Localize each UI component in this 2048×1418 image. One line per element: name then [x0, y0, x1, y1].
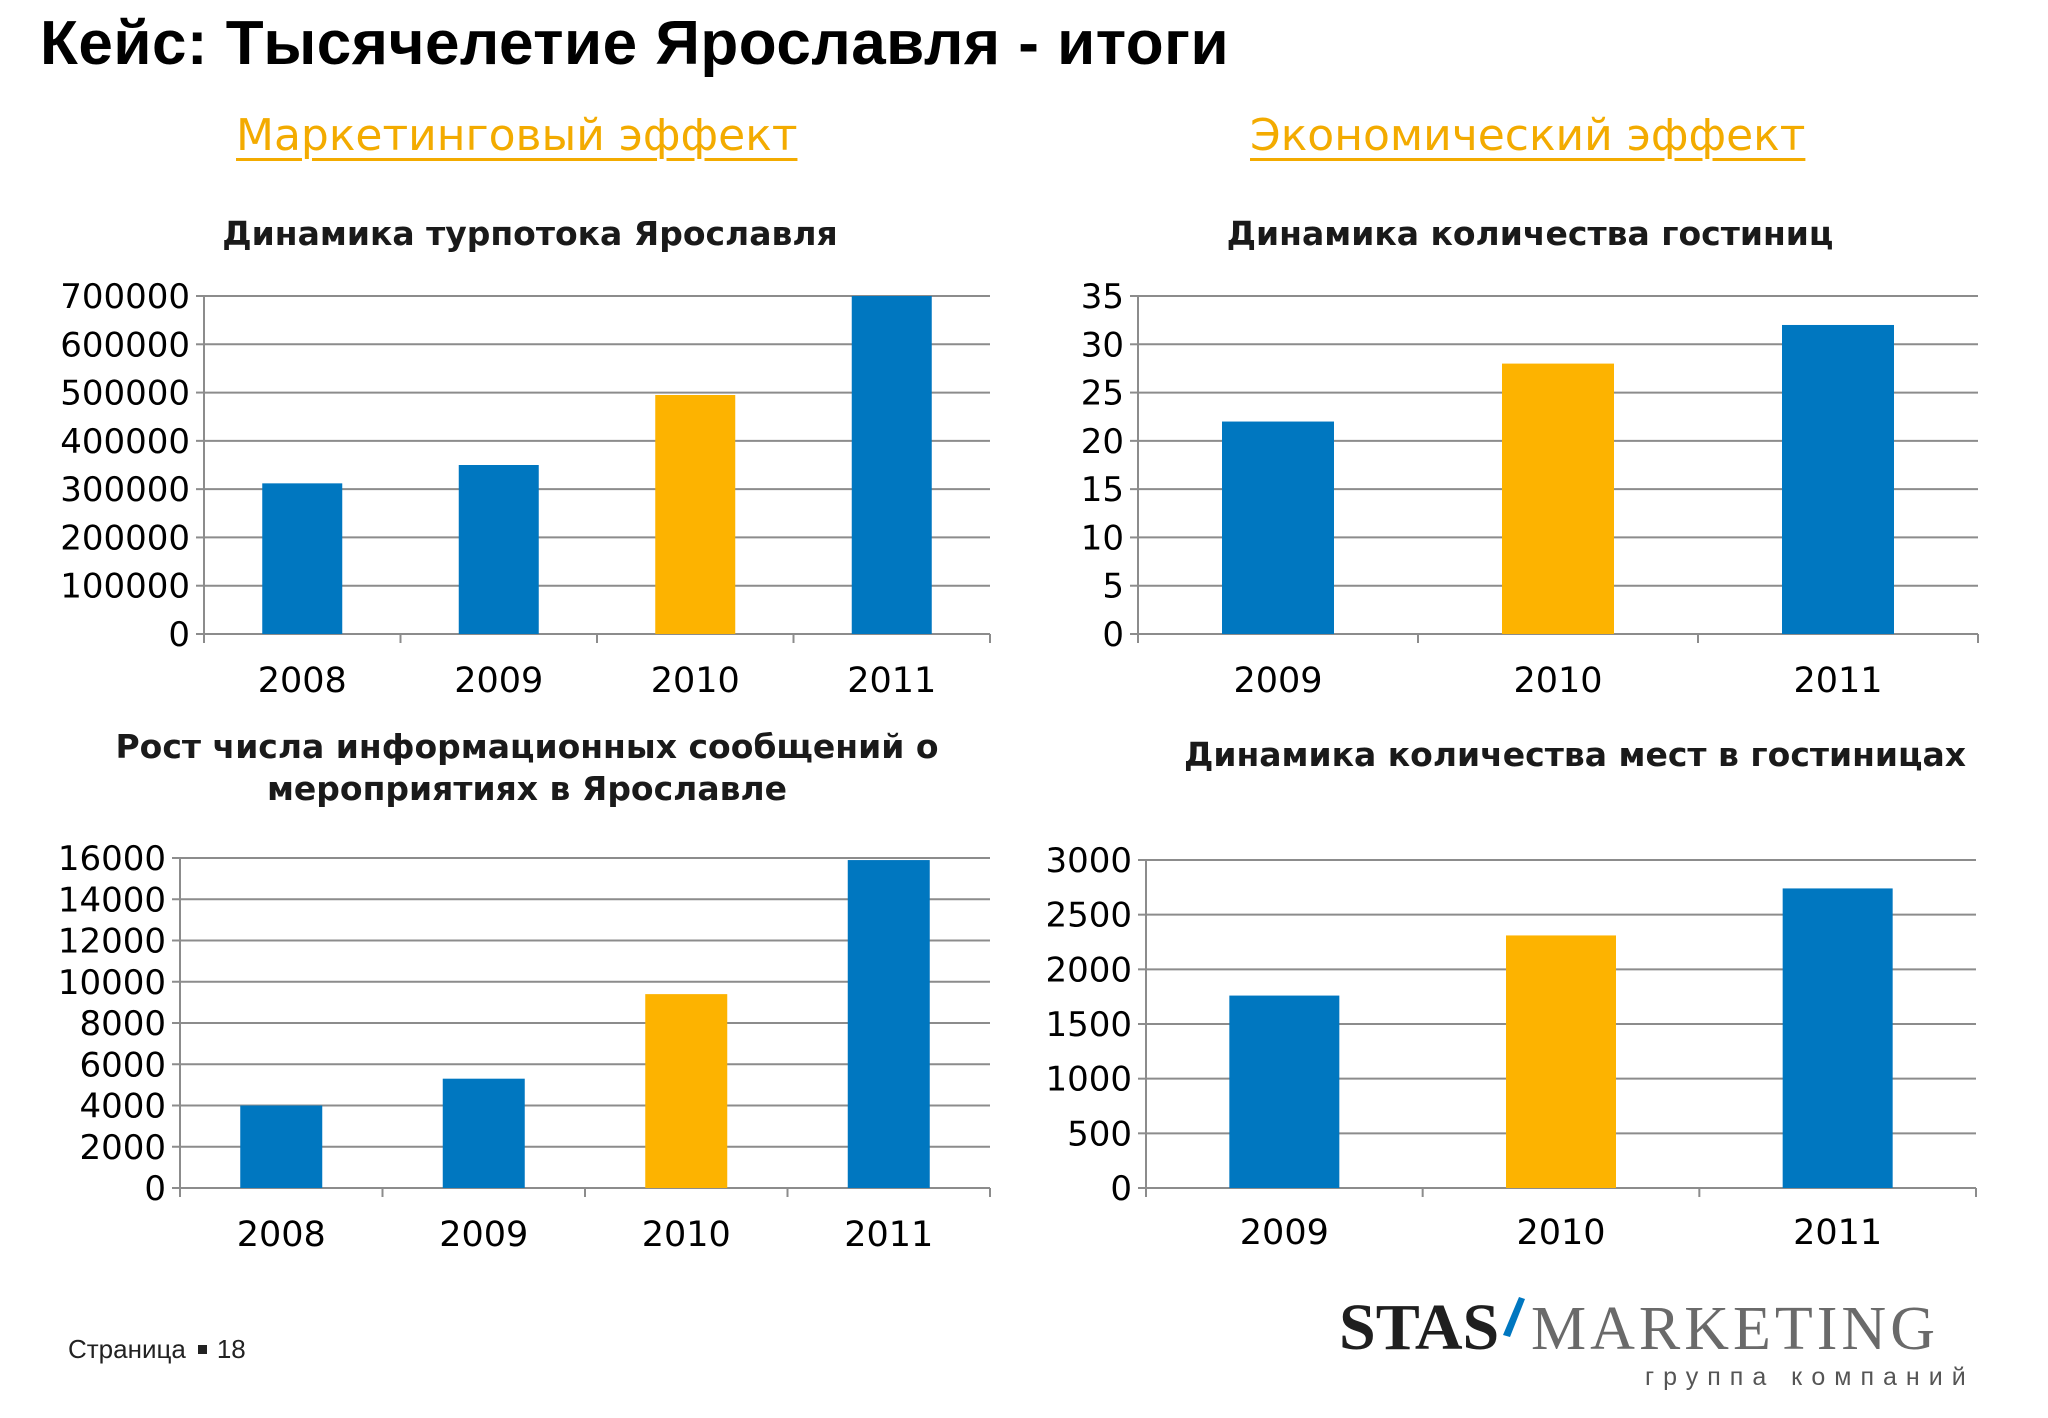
bar-2008 [262, 483, 343, 634]
footer-label: Страница [68, 1334, 186, 1364]
logo-slash-icon [1503, 1297, 1525, 1337]
y-tick-label: 35 [1081, 277, 1124, 317]
y-tick-label: 16000 [58, 839, 166, 879]
y-tick-label: 2000 [79, 1128, 166, 1168]
y-tick-label: 14000 [58, 880, 166, 920]
x-tick-label: 2011 [1793, 661, 1882, 701]
x-tick-label: 2010 [1516, 1213, 1605, 1253]
stas-marketing-logo: STAS MARKETING группа компаний [1339, 1291, 1975, 1391]
tourist-flow-chart: Динамика турпотока Ярославля 0 100000 20000… [60, 214, 991, 701]
y-tick-label: 500000 [60, 374, 190, 414]
bar-2011 [1782, 324, 1894, 634]
y-tick-label: 25 [1081, 374, 1124, 414]
page-number: 18 [216, 1334, 246, 1364]
y-tick-label: 15 [1081, 470, 1124, 510]
x-tick-label: 2008 [237, 1215, 326, 1255]
y-tick-label: 1500 [1045, 1005, 1132, 1045]
y-tick-label: 5 [1102, 567, 1124, 607]
y-tick-label: 4000 [79, 1087, 166, 1127]
chart-title: Динамика количества гостиниц [1227, 214, 1834, 253]
x-tick-label: 2010 [651, 661, 740, 701]
x-tick-label: 2010 [1513, 661, 1602, 701]
chart-title: мероприятиях в Ярославле [267, 769, 787, 808]
x-tick-label: 2009 [439, 1215, 528, 1255]
hotels-count-chart: Динамика количества гостиниц 0 5 10 15 20 25 30… [1081, 214, 1979, 701]
bar-2009 [1222, 421, 1334, 634]
y-tick-label: 20 [1081, 422, 1124, 462]
y-tick-label: 500 [1067, 1114, 1132, 1154]
bar-2010 [1502, 363, 1614, 634]
y-tick-label: 0 [1102, 615, 1124, 655]
y-tick-label: 30 [1081, 325, 1124, 365]
y-tick-label: 300000 [60, 470, 190, 510]
bar-2011 [1782, 888, 1893, 1188]
x-tick-label: 2009 [454, 661, 543, 701]
bullet-square-icon [197, 1344, 207, 1354]
y-tick-label: 0 [1110, 1169, 1132, 1209]
y-tick-label: 12000 [58, 922, 166, 962]
hotel-beds-chart: Динамика количества мест в гостиницах 0 50… [1045, 735, 1977, 1253]
bar-2009 [458, 465, 539, 634]
y-tick-label: 100000 [60, 567, 190, 607]
bar-2010 [1506, 935, 1616, 1188]
x-tick-label: 2008 [258, 661, 347, 701]
bar-2010 [645, 994, 728, 1188]
y-tick-label: 700000 [60, 277, 190, 317]
x-tick-label: 2009 [1233, 661, 1322, 701]
y-tick-label: 3000 [1045, 841, 1132, 881]
y-tick-label: 400000 [60, 422, 190, 462]
marketing-effect-heading: Маркетинговый эффект [236, 110, 798, 161]
bar-2008 [240, 1105, 323, 1188]
y-tick-label: 10 [1081, 518, 1124, 558]
chart-title: Динамика турпотока Ярославля [222, 214, 837, 253]
y-tick-label: 2000 [1045, 950, 1132, 990]
chart-title: Рост числа информационных сообщений о [116, 727, 939, 766]
x-tick-label: 2011 [1793, 1213, 1882, 1253]
y-tick-label: 10000 [58, 963, 166, 1003]
y-tick-label: 200000 [60, 518, 190, 558]
x-tick-label: 2009 [1240, 1213, 1329, 1253]
chart-title: Динамика количества мест в гостиницах [1184, 735, 1966, 774]
logo-brand-left: STAS [1339, 1291, 1499, 1364]
page-footer: Страница 18 [68, 1334, 246, 1365]
page-title: Кейс: Тысячелетие Ярославля - итоги [40, 9, 1230, 78]
economic-effect-heading: Экономический эффект [1250, 110, 1806, 161]
y-tick-label: 600000 [60, 325, 190, 365]
bar-2009 [1229, 995, 1340, 1188]
y-tick-label: 0 [144, 1169, 166, 1209]
y-tick-label: 6000 [79, 1045, 166, 1085]
x-tick-label: 2011 [847, 661, 936, 701]
y-tick-label: 0 [168, 615, 190, 655]
bar-2010 [655, 394, 736, 634]
logo-tagline: группа компаний [1645, 1363, 1975, 1391]
y-tick-label: 2500 [1045, 896, 1132, 936]
x-tick-label: 2010 [642, 1215, 731, 1255]
x-tick-label: 2011 [844, 1215, 933, 1255]
bar-2009 [442, 1078, 525, 1188]
bar-2011 [851, 296, 932, 634]
bar-2011 [847, 860, 930, 1188]
info-messages-chart: Рост числа информационных сообщений омер… [58, 727, 991, 1255]
y-tick-label: 1000 [1045, 1060, 1132, 1100]
y-tick-label: 8000 [79, 1004, 166, 1044]
logo-brand-right: MARKETING [1531, 1295, 1939, 1363]
